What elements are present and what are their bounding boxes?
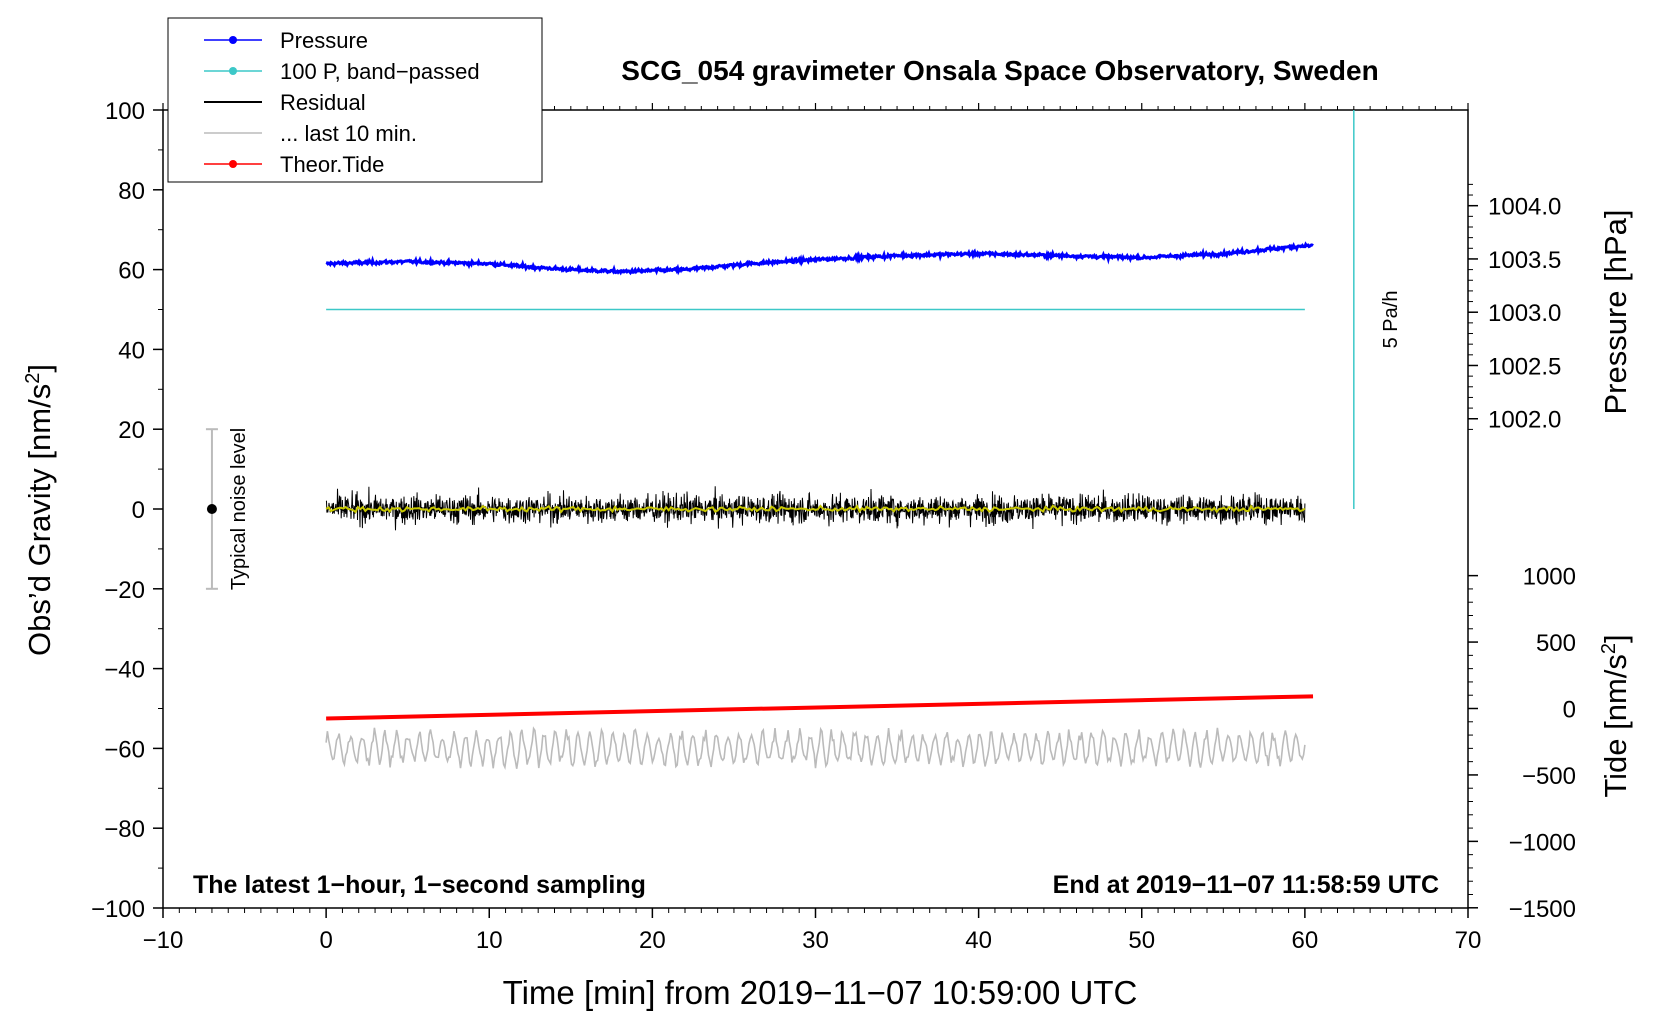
y-tick-label: 100	[105, 98, 145, 125]
legend-label: Residual	[280, 90, 366, 115]
legend-label: Pressure	[280, 28, 368, 53]
legend-box	[167, 17, 543, 183]
x-tick-label: 30	[802, 927, 829, 954]
y-tick-label: −100	[91, 896, 145, 923]
noise-bar-center	[206, 504, 217, 514]
series-last-10-min	[325, 726, 1306, 770]
pressure-tick-label: 1002.0	[1488, 407, 1561, 434]
x-tick-label: 10	[476, 927, 503, 954]
y-tick-label: 20	[118, 417, 145, 444]
annotation-right: End at 2019−11−07 11:58:59 UTC	[1053, 871, 1439, 899]
pressure-tick-label: 1003.5	[1488, 247, 1561, 274]
x-tick-label: 50	[1128, 927, 1155, 954]
series-residual	[325, 486, 1306, 531]
legend-label: ... last 10 min.	[280, 121, 417, 146]
series-group	[325, 241, 1314, 770]
axes: −10 0 10 20 30 40 50 60 70100806040200−20−40−60−…	[91, 98, 1576, 954]
y-axis-label-tide: Tide [nm/s2]	[1598, 634, 1633, 797]
chart-title: SCG_054 gravimeter Onsala Space Observat…	[621, 55, 1378, 86]
x-tick-label: 20	[639, 927, 666, 954]
tide-tick-label: −500	[1522, 763, 1576, 790]
tide-tick-label: −1000	[1509, 829, 1576, 856]
legend-marker	[229, 160, 237, 168]
x-tick-label: 70	[1455, 927, 1482, 954]
series-residual-smoothed	[325, 504, 1306, 514]
x-axis-label: Time [min] from 2019−11−07 10:59:00 UTC	[503, 974, 1138, 1011]
tide-tick-label: 0	[1563, 697, 1576, 724]
tide-tick-label: 1000	[1523, 564, 1576, 591]
y-tick-label: −80	[104, 816, 145, 843]
annotation-left: The latest 1−hour, 1−second sampling	[193, 871, 646, 899]
legend-marker	[229, 36, 237, 44]
y-tick-label: 60	[118, 258, 145, 285]
series-theor-tide	[326, 694, 1314, 721]
y-tick-label: −20	[104, 577, 145, 604]
legend-label: Theor.Tide	[280, 152, 384, 177]
y-tick-label: −60	[104, 736, 145, 763]
tide-tick-label: 500	[1536, 630, 1576, 657]
y-axis-label-pressure: Pressure [hPa]	[1598, 209, 1633, 414]
legend: Pressure 100 P, band−passed Residual ... la…	[167, 17, 543, 183]
y-tick-label: 80	[118, 178, 145, 205]
y-tick-label: 0	[132, 497, 145, 524]
pressure-tick-label: 1002.5	[1488, 353, 1561, 380]
noise-bar-label: Typical noise level	[228, 428, 250, 590]
x-tick-label: 0	[319, 927, 332, 954]
y-tick-label: −40	[104, 657, 145, 684]
annotations: Typical noise level 5 Pa/h	[205, 110, 1402, 590]
pressure-tick-label: 1004.0	[1488, 194, 1561, 221]
x-tick-label: 60	[1292, 927, 1319, 954]
legend-label: 100 P, band−passed	[280, 59, 480, 84]
pressure-tick-label: 1003.0	[1488, 300, 1561, 327]
x-tick-label: 40	[965, 927, 992, 954]
legend-marker	[229, 67, 237, 75]
y-tick-label: 40	[118, 337, 145, 364]
series-pressure	[325, 241, 1314, 276]
x-tick-label: −10	[143, 927, 184, 954]
y-axis-label-gravity: Obs’d Gravity [nm/s2]	[22, 364, 57, 656]
tide-tick-label: −1500	[1509, 896, 1576, 923]
rate-bar-label: 5 Pa/h	[1380, 291, 1402, 349]
